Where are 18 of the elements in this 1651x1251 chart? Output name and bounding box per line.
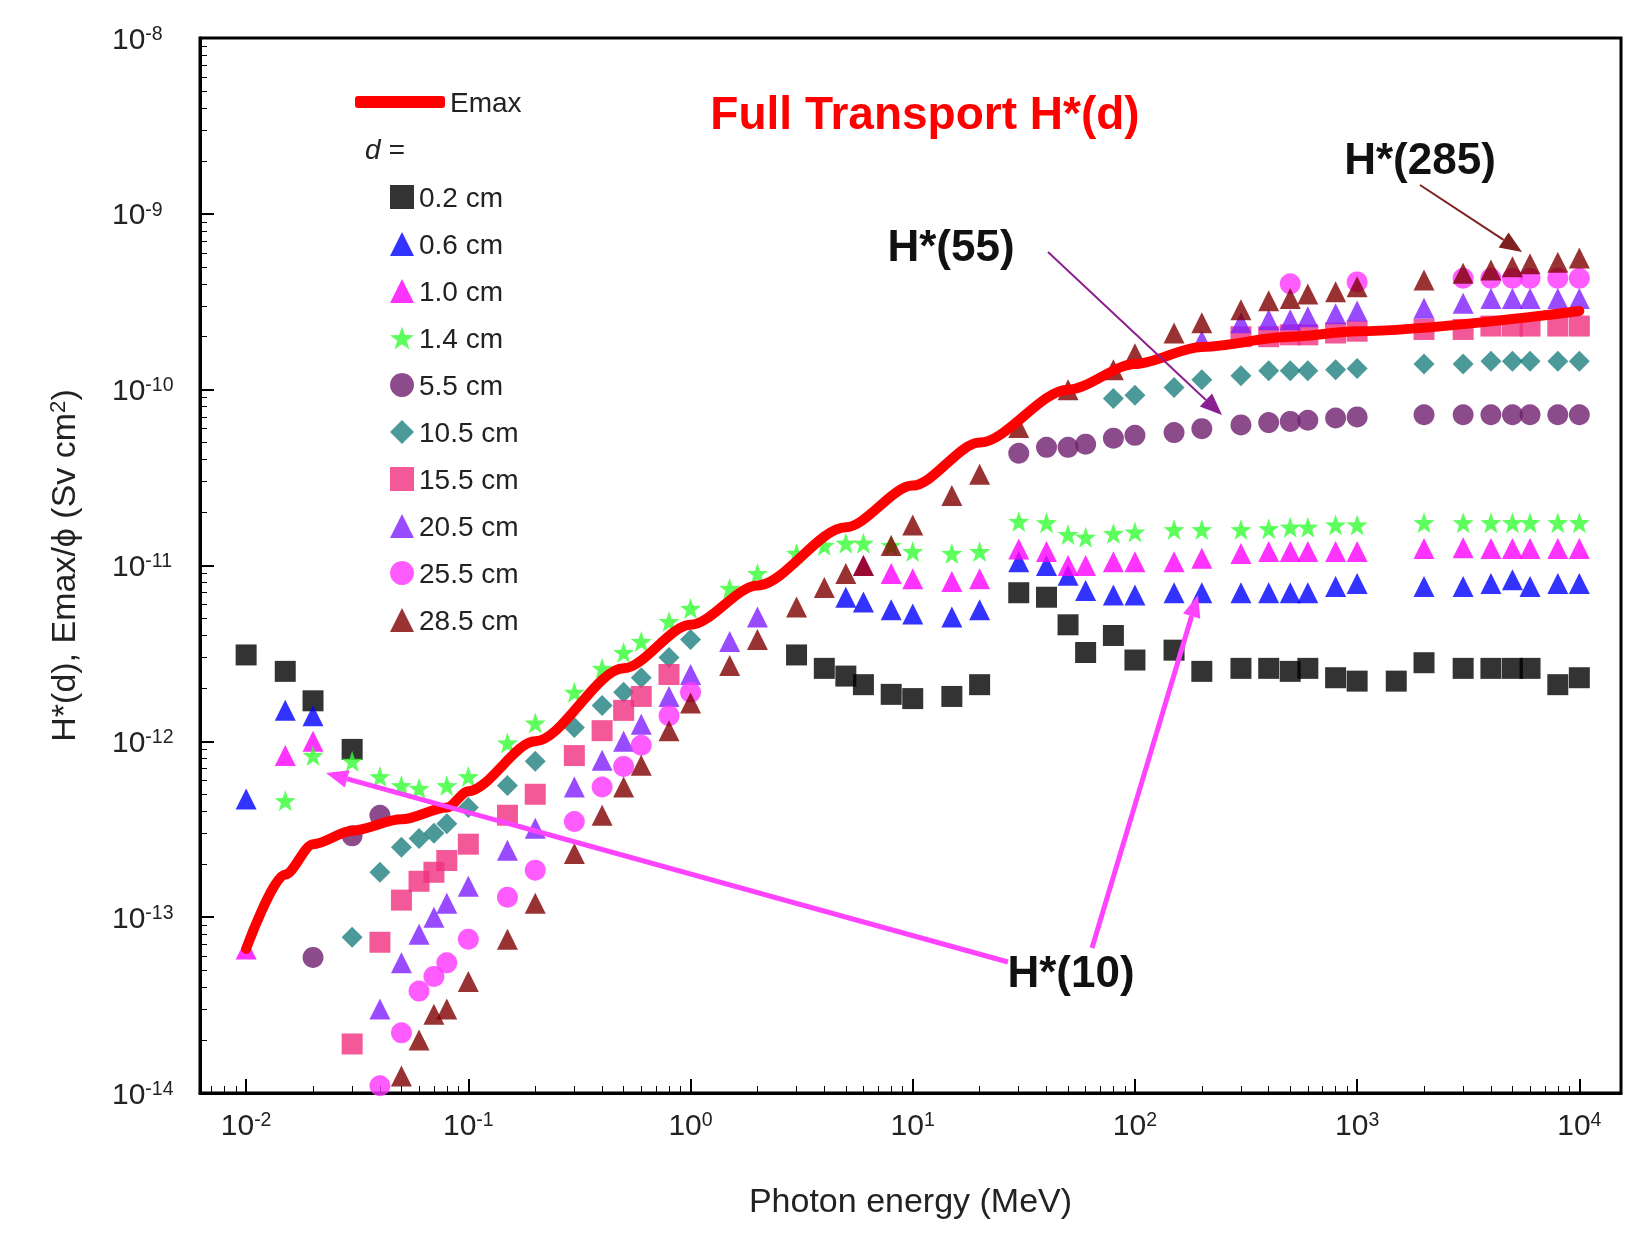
text: Full Transport H*(d): [710, 87, 1140, 139]
y-axis-title: H*(d), Emax/ϕ (Sv cm2): [44, 389, 82, 742]
legend-label: 0.6 cm: [419, 228, 504, 260]
legend-label: 28.5 cm: [419, 604, 519, 636]
legend-label: Emax: [450, 86, 522, 118]
x-axis-title: Photon energy (MeV): [748, 1181, 1073, 1219]
legend-title: d =: [365, 133, 405, 165]
annotation: H*(285): [1344, 133, 1496, 183]
legend-label: 25.5 cm: [419, 557, 519, 589]
legend-label: 1.0 cm: [419, 275, 504, 307]
annotation: H*(55): [887, 220, 1015, 270]
legend-label: 20.5 cm: [419, 510, 519, 542]
annotation: H*(10): [1007, 946, 1135, 996]
legend-label: 1.4 cm: [419, 322, 504, 354]
legend-label: 10.5 cm: [419, 416, 519, 448]
legend-label: 0.2 cm: [419, 181, 504, 213]
legend-label: 5.5 cm: [419, 369, 504, 401]
legend-label: 15.5 cm: [419, 463, 519, 495]
